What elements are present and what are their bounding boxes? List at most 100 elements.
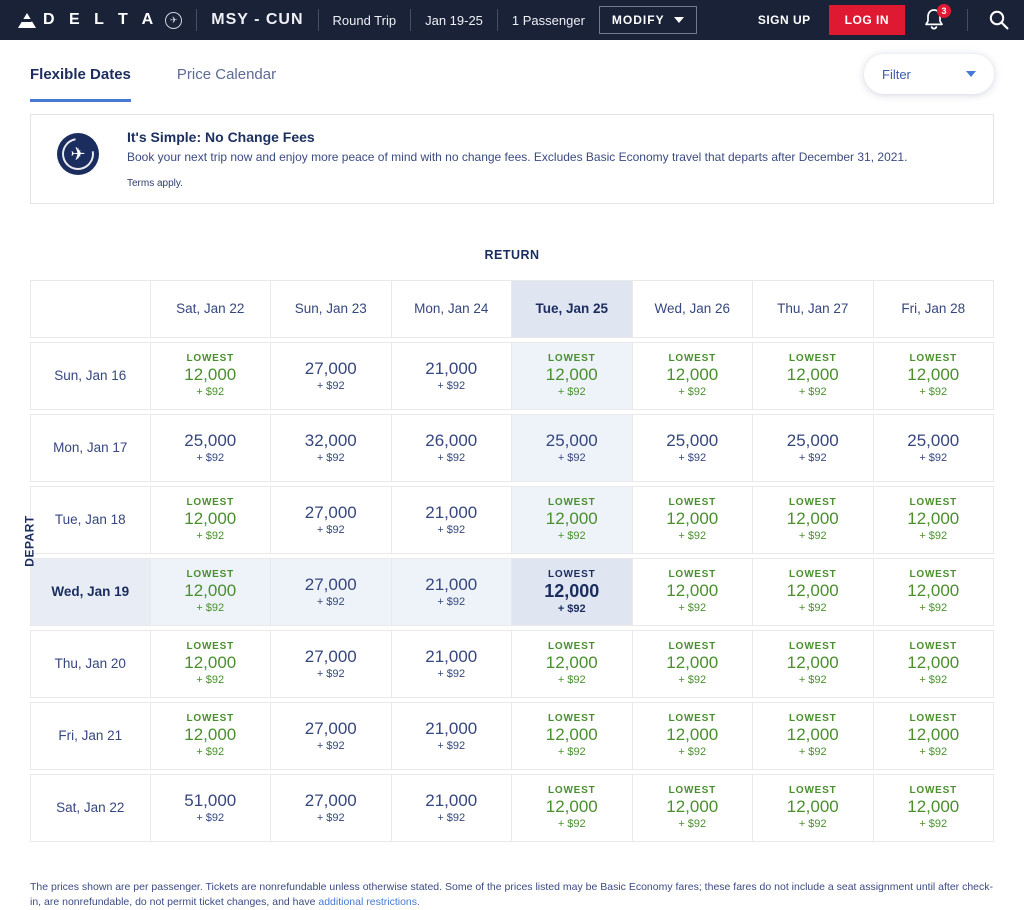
fee-value: + $92	[798, 602, 827, 615]
miles-value: 12,000	[184, 725, 237, 745]
fare-cell[interactable]: LOWEST 12,000 + $92	[512, 773, 633, 842]
miles-value: 21,000	[425, 503, 478, 523]
miles-value: 12,000	[907, 725, 960, 745]
fare-cell[interactable]: LOWEST 12,000 + $92	[873, 341, 994, 410]
fare-cell[interactable]: 27,000 + $92	[271, 773, 392, 842]
lowest-fare-tag: LOWEST	[668, 497, 717, 509]
lowest-fare-tag: LOWEST	[788, 497, 837, 509]
fare-cell-selected[interactable]: LOWEST 12,000 + $92	[512, 557, 633, 626]
fare-cell[interactable]: LOWEST 12,000 + $92	[873, 485, 994, 554]
search-icon[interactable]	[988, 9, 1010, 31]
fare-cell[interactable]: LOWEST 12,000 + $92	[150, 701, 271, 770]
modify-button[interactable]: MODIFY	[598, 6, 697, 34]
miles-value: 12,000	[666, 725, 719, 745]
fare-cell[interactable]: LOWEST 12,000 + $92	[753, 773, 874, 842]
fare-cell[interactable]: 27,000 + $92	[271, 701, 392, 770]
lowest-fare-tag: LOWEST	[788, 641, 837, 653]
chevron-down-icon	[966, 71, 976, 77]
divider	[496, 9, 498, 31]
fee-value: + $92	[557, 746, 586, 759]
fare-cell[interactable]: 21,000 + $92	[391, 557, 512, 626]
fare-cell[interactable]: 21,000 + $92	[391, 341, 512, 410]
fare-cell[interactable]: LOWEST 12,000 + $92	[632, 341, 753, 410]
fare-cell[interactable]: LOWEST 12,000 + $92	[753, 701, 874, 770]
fee-value: + $92	[919, 818, 948, 831]
fare-cell[interactable]: LOWEST 12,000 + $92	[873, 557, 994, 626]
miles-value: 12,000	[907, 653, 960, 673]
lowest-fare-tag: LOWEST	[788, 569, 837, 581]
fare-cell[interactable]: LOWEST 12,000 + $92	[512, 701, 633, 770]
fare-cell[interactable]: LOWEST 12,000 + $92	[512, 341, 633, 410]
fee-value: + $92	[678, 746, 707, 759]
fare-cell[interactable]: 25,000 + $92	[873, 413, 994, 482]
fare-cell[interactable]: LOWEST 12,000 + $92	[873, 701, 994, 770]
fee-value: + $92	[196, 530, 225, 543]
fare-cell[interactable]: 27,000 + $92	[271, 557, 392, 626]
notifications-button[interactable]: 3	[923, 4, 951, 32]
depart-date-row-header: Sun, Jan 16	[30, 341, 151, 410]
notification-badge: 3	[937, 4, 951, 18]
fare-cell[interactable]: LOWEST 12,000 + $92	[632, 557, 753, 626]
fare-cell[interactable]: 21,000 + $92	[391, 773, 512, 842]
fare-cell[interactable]: LOWEST 12,000 + $92	[150, 341, 271, 410]
delta-logo[interactable]: D E L T A ✈	[18, 11, 183, 29]
lowest-fare-tag: LOWEST	[668, 641, 717, 653]
miles-value: 12,000	[666, 509, 719, 529]
fare-cell[interactable]: LOWEST 12,000 + $92	[753, 557, 874, 626]
fare-cell[interactable]: LOWEST 12,000 + $92	[512, 629, 633, 698]
fare-cell[interactable]: 27,000 + $92	[271, 485, 392, 554]
fare-cell[interactable]: 51,000 + $92	[150, 773, 271, 842]
return-axis-label: RETURN	[484, 247, 540, 262]
terms-apply-link[interactable]: Terms apply.	[127, 177, 183, 189]
miles-value: 21,000	[425, 575, 478, 595]
fee-value: + $92	[196, 812, 225, 825]
fare-cell[interactable]: LOWEST 12,000 + $92	[753, 341, 874, 410]
fee-value: + $92	[316, 596, 345, 609]
fee-value: + $92	[437, 740, 466, 753]
fare-cell[interactable]: LOWEST 12,000 + $92	[873, 773, 994, 842]
fare-cell[interactable]: LOWEST 12,000 + $92	[150, 485, 271, 554]
fare-cell[interactable]: LOWEST 12,000 + $92	[753, 629, 874, 698]
tab-flexible-dates[interactable]: Flexible Dates	[30, 66, 131, 102]
miles-value: 12,000	[907, 365, 960, 385]
lowest-fare-tag: LOWEST	[668, 353, 717, 365]
fare-cell[interactable]: LOWEST 12,000 + $92	[873, 629, 994, 698]
fare-cell[interactable]: 25,000 + $92	[150, 413, 271, 482]
fare-cell[interactable]: LOWEST 12,000 + $92	[632, 701, 753, 770]
fare-cell[interactable]: 27,000 + $92	[271, 341, 392, 410]
fee-value: + $92	[798, 818, 827, 831]
fee-value: + $92	[437, 524, 466, 537]
fare-cell[interactable]: LOWEST 12,000 + $92	[512, 485, 633, 554]
fare-cell[interactable]: 25,000 + $92	[632, 413, 753, 482]
additional-restrictions-link[interactable]: additional restrictions.	[318, 896, 420, 909]
fare-cell[interactable]: 32,000 + $92	[271, 413, 392, 482]
depart-axis-label: DEPART	[22, 515, 37, 567]
fare-cell[interactable]: 21,000 + $92	[391, 701, 512, 770]
top-nav: D E L T A ✈ MSY - CUN Round Trip Jan 19-…	[0, 0, 1024, 40]
miles-value: 12,000	[786, 509, 839, 529]
fee-value: + $92	[798, 674, 827, 687]
miles-value: 21,000	[425, 791, 478, 811]
fare-cell[interactable]: LOWEST 12,000 + $92	[150, 557, 271, 626]
fare-cell[interactable]: LOWEST 12,000 + $92	[150, 629, 271, 698]
fare-cell[interactable]: LOWEST 12,000 + $92	[632, 773, 753, 842]
fare-cell[interactable]: 25,000 + $92	[753, 413, 874, 482]
tab-bar: Flexible Dates Price Calendar Filter	[0, 40, 1024, 102]
fare-cell[interactable]: 21,000 + $92	[391, 485, 512, 554]
tab-price-calendar[interactable]: Price Calendar	[176, 66, 277, 83]
fare-cell[interactable]: 21,000 + $92	[391, 629, 512, 698]
return-date-col-header: Sat, Jan 22	[150, 279, 271, 338]
fare-cell[interactable]: 26,000 + $92	[391, 413, 512, 482]
miles-value: 21,000	[425, 647, 478, 667]
fare-cell[interactable]: LOWEST 12,000 + $92	[632, 485, 753, 554]
fare-cell[interactable]: LOWEST 12,000 + $92	[632, 629, 753, 698]
log-in-button[interactable]: LOG IN	[828, 5, 905, 35]
fare-cell[interactable]: 27,000 + $92	[271, 629, 392, 698]
filter-dropdown[interactable]: Filter	[864, 54, 994, 94]
sign-up-link[interactable]: SIGN UP	[757, 13, 811, 27]
fare-cell[interactable]: 25,000 + $92	[512, 413, 633, 482]
fare-cell[interactable]: LOWEST 12,000 + $92	[753, 485, 874, 554]
lowest-fare-tag: LOWEST	[186, 497, 235, 509]
fee-value: + $92	[437, 812, 466, 825]
miles-value: 27,000	[304, 503, 357, 523]
